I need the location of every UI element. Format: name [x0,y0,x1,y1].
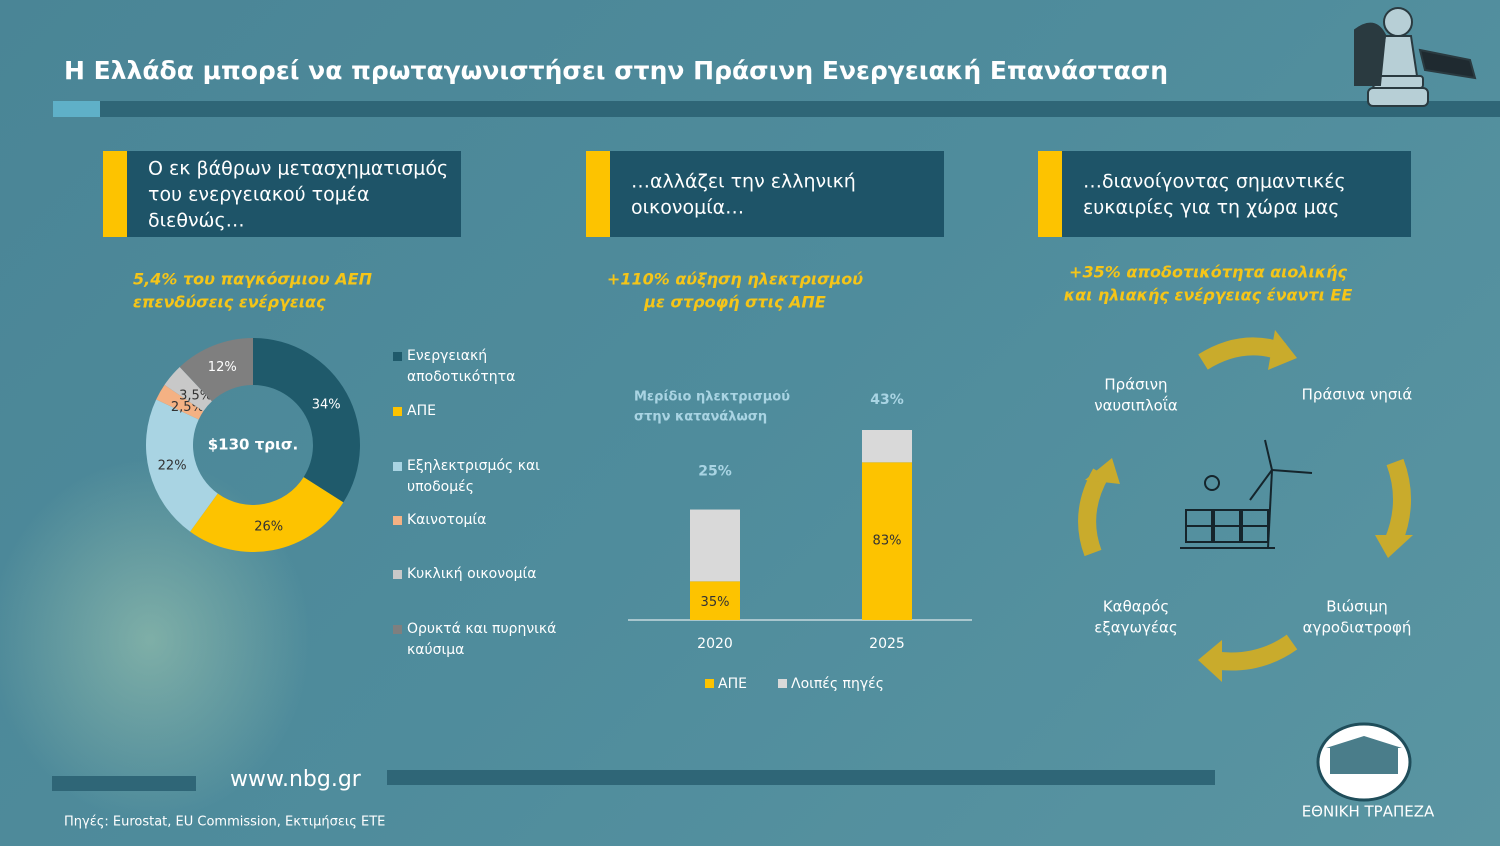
column-heading: του ενεργειακού τομέα [148,184,370,206]
chart-title: 5,4% του παγκόσμιου ΑΕΠ [133,270,373,289]
legend-swatch [705,679,714,688]
total-label: 43% [870,392,904,408]
heading-box [586,151,944,237]
legend-label: ΑΠΕ [718,676,747,692]
legend-item: Κυκλική οικονομία [393,564,568,585]
legend-swatch [393,352,402,361]
total-label: 25% [698,464,732,480]
column-heading: …αλλάζει την ελληνική [631,171,856,193]
cycle-arrowheads [1085,330,1413,682]
legend-label: ΑΠΕ [407,403,436,419]
data-label: 22% [158,458,187,473]
column-heading: ευκαιρίες για τη χώρα μας [1083,197,1339,219]
heading-stripe [1038,151,1062,237]
bank-name: ΕΘΝΙΚΗ ΤΡΑΠΕΖΑ [1302,803,1435,821]
legend-label: Εξηλεκτρισμός και υποδομές [407,458,540,495]
legend-item: Ορυκτά και πυρηνικά καύσιμα [393,619,568,661]
bank-logo [1316,722,1412,802]
chart-annotation: Μερίδιο ηλεκτρισμού [634,390,790,405]
chess-icon [1354,7,1477,107]
slide-title: Η Ελλάδα μπορεί να πρωταγωνιστήσει στην … [64,56,1168,85]
legend-label: Λοιπές πηγές [791,676,884,692]
data-label: 34% [312,397,341,412]
data-label: 35% [701,595,730,610]
chart-title: επενδύσεις ενέργειας [133,293,326,312]
cycle-item: Πράσινα νησιά [1302,386,1413,404]
pie-slice [164,367,212,412]
footer-rule [387,770,1215,785]
legend-swatch [393,570,402,579]
cycle-item: Βιώσιμη [1326,598,1388,616]
pie-slice [146,399,218,532]
legend-item: Ενεργειακή αποδοτικότητα [393,346,568,388]
column-heading: …διανοίγοντας σημαντικές [1083,171,1346,193]
legend-swatch [778,679,787,688]
legend-swatch [393,625,402,634]
chart-title: με στροφή στις ΑΠΕ [643,293,826,312]
pie-slice [156,384,204,420]
bar-segment [690,509,740,582]
cycle-item: Πράσινη [1104,376,1167,394]
heading-stripe [103,151,127,237]
cycle-item: εξαγωγέας [1094,619,1177,637]
pie-slice [253,338,360,503]
x-tick-label: 2020 [697,636,733,652]
pie-slice [190,477,344,552]
website: www.nbg.gr [230,767,362,792]
cycle-title: και ηλιακής ενέργειας έναντι ΕΕ [1064,286,1353,305]
legend-item: Εξηλεκτρισμός και υποδομές [393,456,568,498]
pie-slice [179,338,253,402]
title-rule-accent [53,101,100,117]
column-heading: Ο εκ βάθρων μετασχηματισμός [148,158,448,180]
column-heading: διεθνώς… [148,210,245,232]
data-label: 12% [208,360,237,375]
legend-label: Ορυκτά και πυρηνικά καύσιμα [407,621,557,658]
chart-title: +110% αύξηση ηλεκτρισμού [607,270,863,289]
legend-label: Καινοτομία [407,512,487,528]
bar-segment [862,462,912,620]
cycle-item: αγροδιατροφή [1303,619,1412,637]
column-heading: οικονομία… [631,197,744,219]
chart-annotation: στην κατανάλωση [634,410,767,425]
legend-label: Ενεργειακή αποδοτικότητα [407,348,516,385]
legend-swatch [393,462,402,471]
data-label: 26% [254,520,283,535]
heading-box [1038,151,1411,237]
center-label: $130 τρισ. [208,436,299,454]
heading-box [103,151,461,237]
legend-label: Κυκλική οικονομία [407,566,537,582]
data-label: 83% [873,534,902,549]
background-glow [0,460,310,820]
heading-stripe [586,151,610,237]
bar-segment [690,581,740,620]
legend-swatch [393,516,402,525]
cycle-item: Καθαρός [1103,598,1169,616]
bar-segment [862,430,912,463]
cycle-item: ναυσιπλοΐα [1094,395,1178,415]
legend-item: Καινοτομία [393,510,568,531]
legend-item: ΑΠΕ [393,401,568,422]
title-rule [53,101,1500,117]
source: Πηγές: Eurostat, EU Commission, Εκτιμήσε… [64,815,385,830]
energy-icon [1180,439,1313,549]
x-tick-label: 2025 [869,636,905,652]
footer-rule [52,776,196,791]
cycle-title: +35% αποδοτικότητα αιολικής [1069,263,1347,282]
legend-swatch [393,407,402,416]
